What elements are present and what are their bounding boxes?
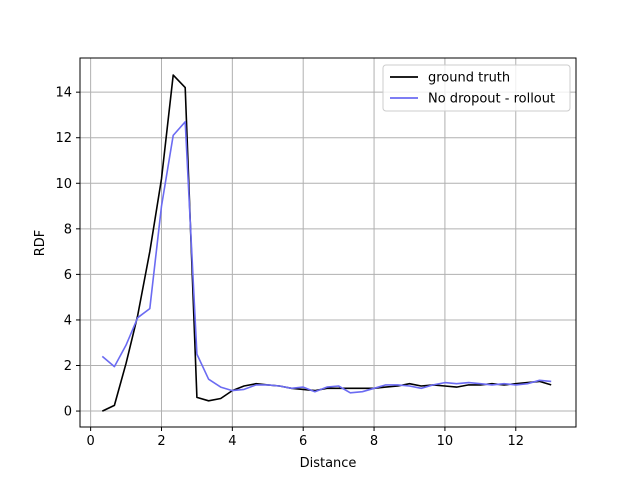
x-tick-label: 4 [228, 434, 236, 449]
legend-box [382, 64, 571, 112]
y-tick-label: 0 [64, 405, 72, 420]
legend: ground truth No dropout - rollout [382, 64, 571, 112]
x-tick-label: 10 [437, 434, 454, 449]
series-line-ground-truth [101, 74, 552, 412]
plot-frame [79, 57, 577, 428]
series-layer [101, 74, 552, 412]
y-tick-label: 4 [64, 313, 72, 328]
x-tick-label: 6 [299, 434, 307, 449]
grid-lines [80, 58, 576, 427]
y-tick-label: 8 [64, 222, 72, 237]
y-tick-label: 14 [55, 86, 72, 101]
x-tick-label: 12 [507, 434, 524, 449]
legend-entry-label: ground truth [428, 71, 510, 86]
axis-ticks: 0 2 4 6 8 10 12 0 2 4 6 8 10 12 14 [55, 86, 524, 449]
series-line-no-dropout-rollout [101, 121, 552, 394]
x-tick-label: 0 [86, 434, 94, 449]
legend-entry-label: No dropout - rollout [428, 92, 555, 107]
x-tick-label: 8 [370, 434, 378, 449]
x-tick-label: 2 [157, 434, 165, 449]
y-tick-label: 2 [64, 359, 72, 374]
y-tick-label: 6 [64, 268, 72, 283]
y-tick-label: 10 [55, 177, 72, 192]
y-axis-label: RDF [33, 230, 48, 257]
y-tick-label: 12 [55, 131, 72, 146]
x-axis-label: Distance [300, 456, 357, 471]
